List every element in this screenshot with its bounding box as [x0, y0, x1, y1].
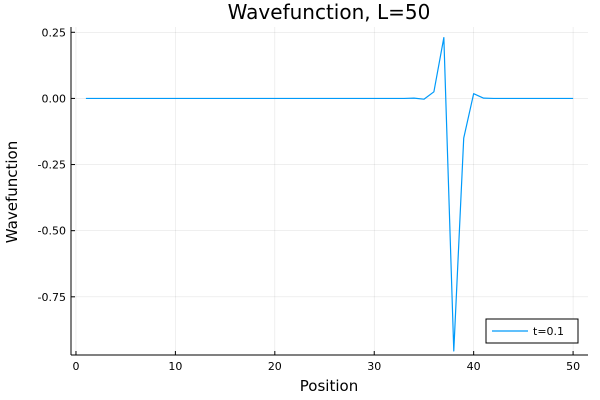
x-axis-label: Position: [300, 377, 358, 395]
legend: t=0.1: [485, 318, 579, 344]
y-tick-label: 0.25: [42, 26, 67, 39]
chart-title: Wavefunction, L=50: [228, 0, 431, 24]
series-line: [85, 36, 574, 352]
x-tick-label: 30: [367, 360, 381, 373]
ticks: 0 10 20 30 40 50 0.25 0.00 -0.25 -0.50 -0.75: [38, 26, 581, 373]
x-tick-label: 20: [268, 360, 282, 373]
legend-label: t=0.1: [533, 325, 564, 338]
x-tick-label: 40: [467, 360, 481, 373]
series-layer: [85, 36, 574, 352]
y-tick-label: 0.00: [42, 92, 67, 105]
y-tick-label: -0.50: [38, 225, 66, 238]
x-tick-label: 50: [566, 360, 580, 373]
y-axis-label: Wavefunction: [3, 141, 21, 243]
axes: [70, 27, 588, 356]
x-tick-label: 0: [72, 360, 79, 373]
x-tick-label: 10: [168, 360, 182, 373]
y-tick-label: -0.25: [38, 159, 66, 172]
y-tick-label: -0.75: [38, 291, 66, 304]
